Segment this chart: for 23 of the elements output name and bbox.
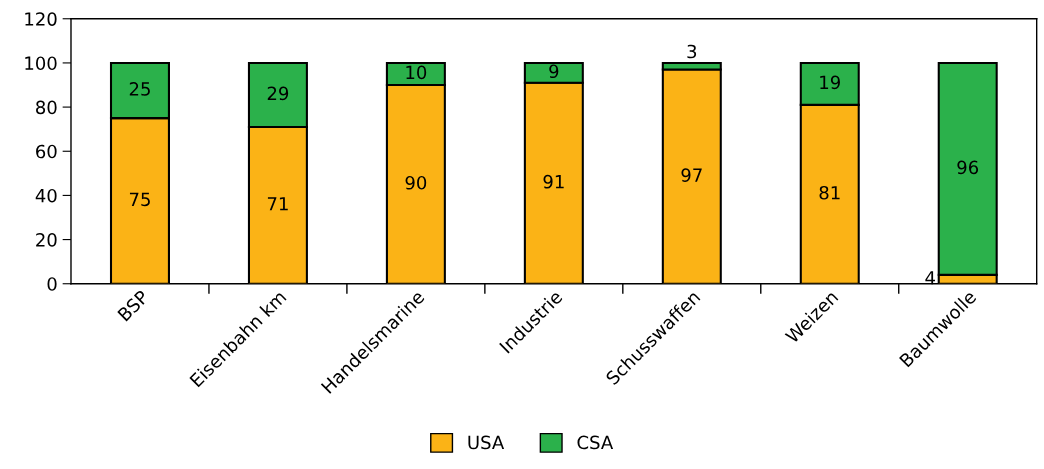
- legend-label: USA: [468, 435, 505, 450]
- data-label: 3: [687, 44, 697, 59]
- data-label: 4: [925, 271, 935, 285]
- y-tick-label: 20: [36, 233, 57, 247]
- data-label: 10: [406, 65, 427, 80]
- data-label: 25: [129, 82, 150, 96]
- y-tick-label: 0: [47, 277, 57, 291]
- y-tick-label: 80: [36, 100, 57, 115]
- data-label: 75: [129, 192, 150, 207]
- y-tick-label: 120: [25, 12, 57, 26]
- data-label: 81: [819, 185, 840, 200]
- data-label: 90: [405, 175, 427, 190]
- data-label: 71: [267, 197, 288, 211]
- data-label: 91: [543, 174, 564, 189]
- y-tick-label: 40: [35, 188, 57, 203]
- data-label: 9: [549, 64, 559, 79]
- data-label: 29: [267, 86, 289, 101]
- data-label: 97: [681, 168, 702, 182]
- data-label: 19: [820, 75, 840, 90]
- y-tick-label: 100: [25, 56, 57, 71]
- y-tick-label: 60: [36, 144, 57, 159]
- legend-label: CSA: [577, 435, 614, 450]
- data-label: 96: [957, 160, 979, 175]
